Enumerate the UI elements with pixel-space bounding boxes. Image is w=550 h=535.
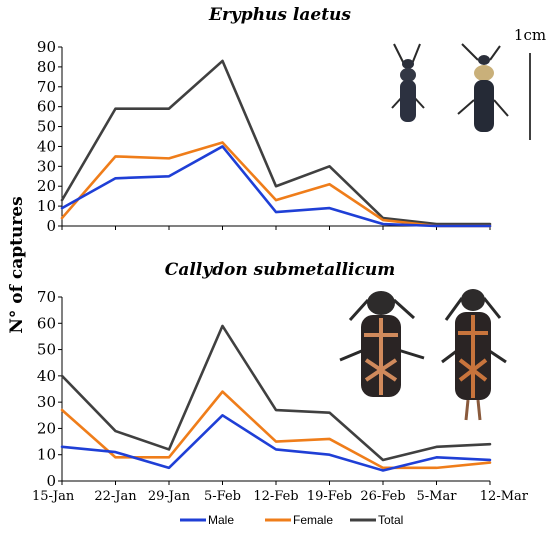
y-tick-label: 30 xyxy=(37,157,56,175)
x-tick-label: 5-Mar xyxy=(417,489,458,504)
y-tick-label: 60 xyxy=(37,314,56,332)
y-axis-label: N° of captures xyxy=(7,196,27,333)
y-tick-label: 0 xyxy=(46,472,56,490)
y-tick-label: 70 xyxy=(37,288,56,306)
x-tick-label: 12-Mar xyxy=(480,489,529,504)
scale-bar-label: 1cm xyxy=(514,26,546,44)
x-tick-label: 5-Feb xyxy=(204,489,241,504)
y-tick-label: 40 xyxy=(37,137,56,155)
x-tick-label: 26-Feb xyxy=(360,489,405,504)
y-tick-label: 70 xyxy=(37,78,56,96)
legend-label-female: Female xyxy=(293,513,333,527)
x-tick-label: 22-Jan xyxy=(94,489,137,504)
y-tick-label: 0 xyxy=(46,217,56,235)
y-tick-label: 20 xyxy=(37,177,56,195)
y-tick-label: 60 xyxy=(37,98,56,116)
y-tick-label: 50 xyxy=(37,118,56,136)
y-tick-label: 50 xyxy=(37,341,56,359)
x-tick-label: 29-Jan xyxy=(148,489,191,504)
y-tick-label: 10 xyxy=(37,446,56,464)
y-tick-label: 80 xyxy=(37,58,56,76)
legend: Male Female Total xyxy=(180,513,403,527)
x-tick-label: 12-Feb xyxy=(253,489,298,504)
legend-label-male: Male xyxy=(208,513,234,527)
callydon-specimen-1-icon xyxy=(340,291,424,397)
y-tick-label: 90 xyxy=(37,38,56,56)
chart-callydon-submetallicum: 0 10 20 30 40 50 60 70 15-Jan 22-Jan 29-Jan 5-Feb 12… xyxy=(32,288,529,504)
callydon-specimen-2-icon xyxy=(442,289,506,420)
y-tick-label: 10 xyxy=(37,197,56,215)
eryphus-specimen-2-icon xyxy=(458,44,508,132)
y-tick-label: 40 xyxy=(37,367,56,385)
legend-label-total: Total xyxy=(378,513,403,527)
x-tick-label: 15-Jan xyxy=(32,489,75,504)
series-line-male xyxy=(62,415,490,470)
chart-title-eryphus: Eryphus laetus xyxy=(208,5,351,25)
y-tick-label: 20 xyxy=(37,419,56,437)
chart-title-callydon: Callydon submetallicum xyxy=(165,260,395,280)
y-tick-label: 30 xyxy=(37,393,56,411)
eryphus-specimen-1-icon xyxy=(392,44,424,122)
x-tick-label: 19-Feb xyxy=(307,489,352,504)
